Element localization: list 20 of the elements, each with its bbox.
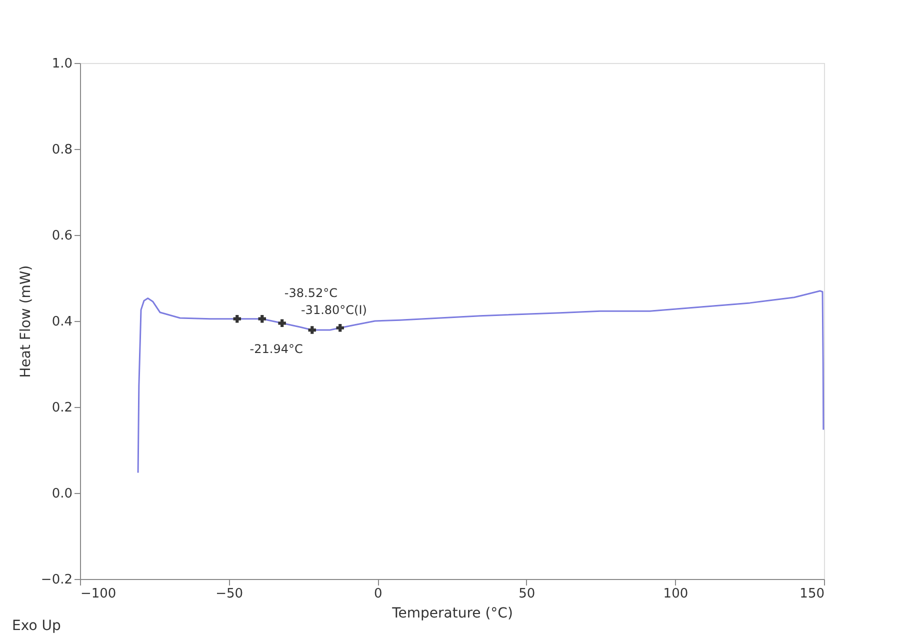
y-axis-title: Heat Flow (mW) <box>18 265 34 378</box>
x-tick-label: 150 <box>800 586 824 602</box>
y-tick-label: 0.8 <box>52 142 72 158</box>
annotation: -31.80°C(I) <box>300 303 367 318</box>
annotation: -38.52°C <box>284 286 338 300</box>
x-tick-label: 50 <box>518 586 536 602</box>
y-tick-label: 0.2 <box>52 400 72 416</box>
x-tick-label: 0 <box>374 586 382 602</box>
x-tick-label: 100 <box>663 586 688 602</box>
y-tick-label: −0.2 <box>40 572 72 588</box>
x-tick-label: −50 <box>216 586 244 602</box>
y-tick-label: 0.4 <box>52 314 72 330</box>
y-tick-label: 0.0 <box>52 486 72 502</box>
x-tick-label: −100 <box>80 586 116 602</box>
text: Exo Up <box>12 618 61 634</box>
y-tick-label: 0.6 <box>52 228 72 244</box>
line-series <box>137 290 824 474</box>
x-axis-title: Temperature (°C) <box>391 606 513 622</box>
annotation: -21.94°C <box>250 342 303 356</box>
y-tick-label: 1.0 <box>52 56 72 72</box>
